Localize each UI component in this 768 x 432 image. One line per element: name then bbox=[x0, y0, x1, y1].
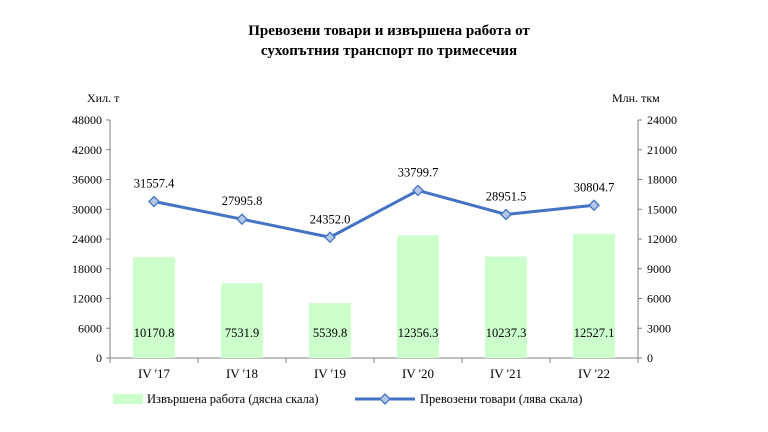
right-tick-label: 24000 bbox=[647, 113, 677, 127]
line-data-label: 30804.7 bbox=[574, 180, 615, 194]
left-tick-label: 0 bbox=[96, 351, 102, 365]
legend-line-marker bbox=[379, 393, 391, 405]
x-tick-label: IV '18 bbox=[226, 366, 258, 381]
left-axis-unit: Хил. т bbox=[87, 91, 120, 105]
x-tick-label: IV '22 bbox=[578, 366, 610, 381]
left-tick-label: 48000 bbox=[72, 113, 102, 127]
left-tick-label: 36000 bbox=[72, 173, 102, 187]
line-data-label: 24352.0 bbox=[310, 212, 351, 226]
right-axis-unit: Млн. ткм bbox=[612, 91, 660, 105]
legend: Извършена работа (дясна скала) Превозени … bbox=[113, 392, 582, 406]
x-tick-label: IV '20 bbox=[402, 366, 434, 381]
right-tick-label: 0 bbox=[647, 351, 653, 365]
line-point bbox=[588, 199, 600, 212]
bar bbox=[309, 303, 351, 358]
line-point bbox=[412, 184, 424, 197]
line-data-label: 33799.7 bbox=[398, 165, 439, 179]
line-point bbox=[148, 195, 160, 208]
right-tick-label: 3000 bbox=[647, 321, 671, 335]
legend-line-label: Превозени товари (лява скала) bbox=[420, 392, 582, 406]
line-point bbox=[324, 231, 336, 244]
right-tick-label: 15000 bbox=[647, 202, 677, 216]
line-point bbox=[500, 208, 512, 221]
plot-area: 0600012000180002400030000360004200048000… bbox=[72, 113, 677, 381]
bar bbox=[397, 235, 439, 358]
bar bbox=[573, 233, 615, 358]
right-tick-label: 9000 bbox=[647, 262, 671, 276]
line-series bbox=[153, 188, 595, 239]
bar-data-label: 12356.3 bbox=[398, 326, 439, 340]
left-tick-label: 30000 bbox=[72, 202, 102, 216]
line-data-label: 28951.5 bbox=[486, 189, 527, 203]
left-tick-label: 18000 bbox=[72, 262, 102, 276]
x-tick-label: IV '21 bbox=[490, 366, 522, 381]
left-tick-label: 24000 bbox=[72, 232, 102, 246]
right-tick-label: 12000 bbox=[647, 232, 677, 246]
line-point bbox=[236, 213, 248, 226]
chart-title-line-1: Превозени товари и извършена работа от bbox=[248, 23, 530, 39]
left-tick-label: 6000 bbox=[78, 321, 102, 335]
bar bbox=[133, 257, 175, 358]
bar-data-label: 10237.3 bbox=[486, 326, 527, 340]
line-data-label: 31557.4 bbox=[134, 177, 175, 191]
right-tick-label: 6000 bbox=[647, 292, 671, 306]
bar-data-label: 5539.8 bbox=[313, 326, 347, 340]
legend-bar-swatch bbox=[113, 394, 143, 404]
x-tick-label: IV '17 bbox=[138, 366, 171, 381]
bar-data-label: 10170.8 bbox=[134, 326, 175, 340]
legend-bar-label: Извършена работа (дясна скала) bbox=[147, 392, 319, 406]
line-data-label: 27995.8 bbox=[222, 194, 263, 208]
bar bbox=[485, 256, 527, 358]
bar bbox=[221, 283, 263, 358]
x-tick-label: IV '19 bbox=[314, 366, 346, 381]
chart-title-line-2: сухопътния транспорт по тримесечия bbox=[261, 43, 517, 59]
left-tick-label: 12000 bbox=[72, 292, 102, 306]
bar-data-label: 7531.9 bbox=[225, 326, 259, 340]
left-tick-label: 42000 bbox=[72, 143, 102, 157]
right-tick-label: 18000 bbox=[647, 173, 677, 187]
right-tick-label: 21000 bbox=[647, 143, 677, 157]
bar-data-label: 12527.1 bbox=[574, 326, 615, 340]
